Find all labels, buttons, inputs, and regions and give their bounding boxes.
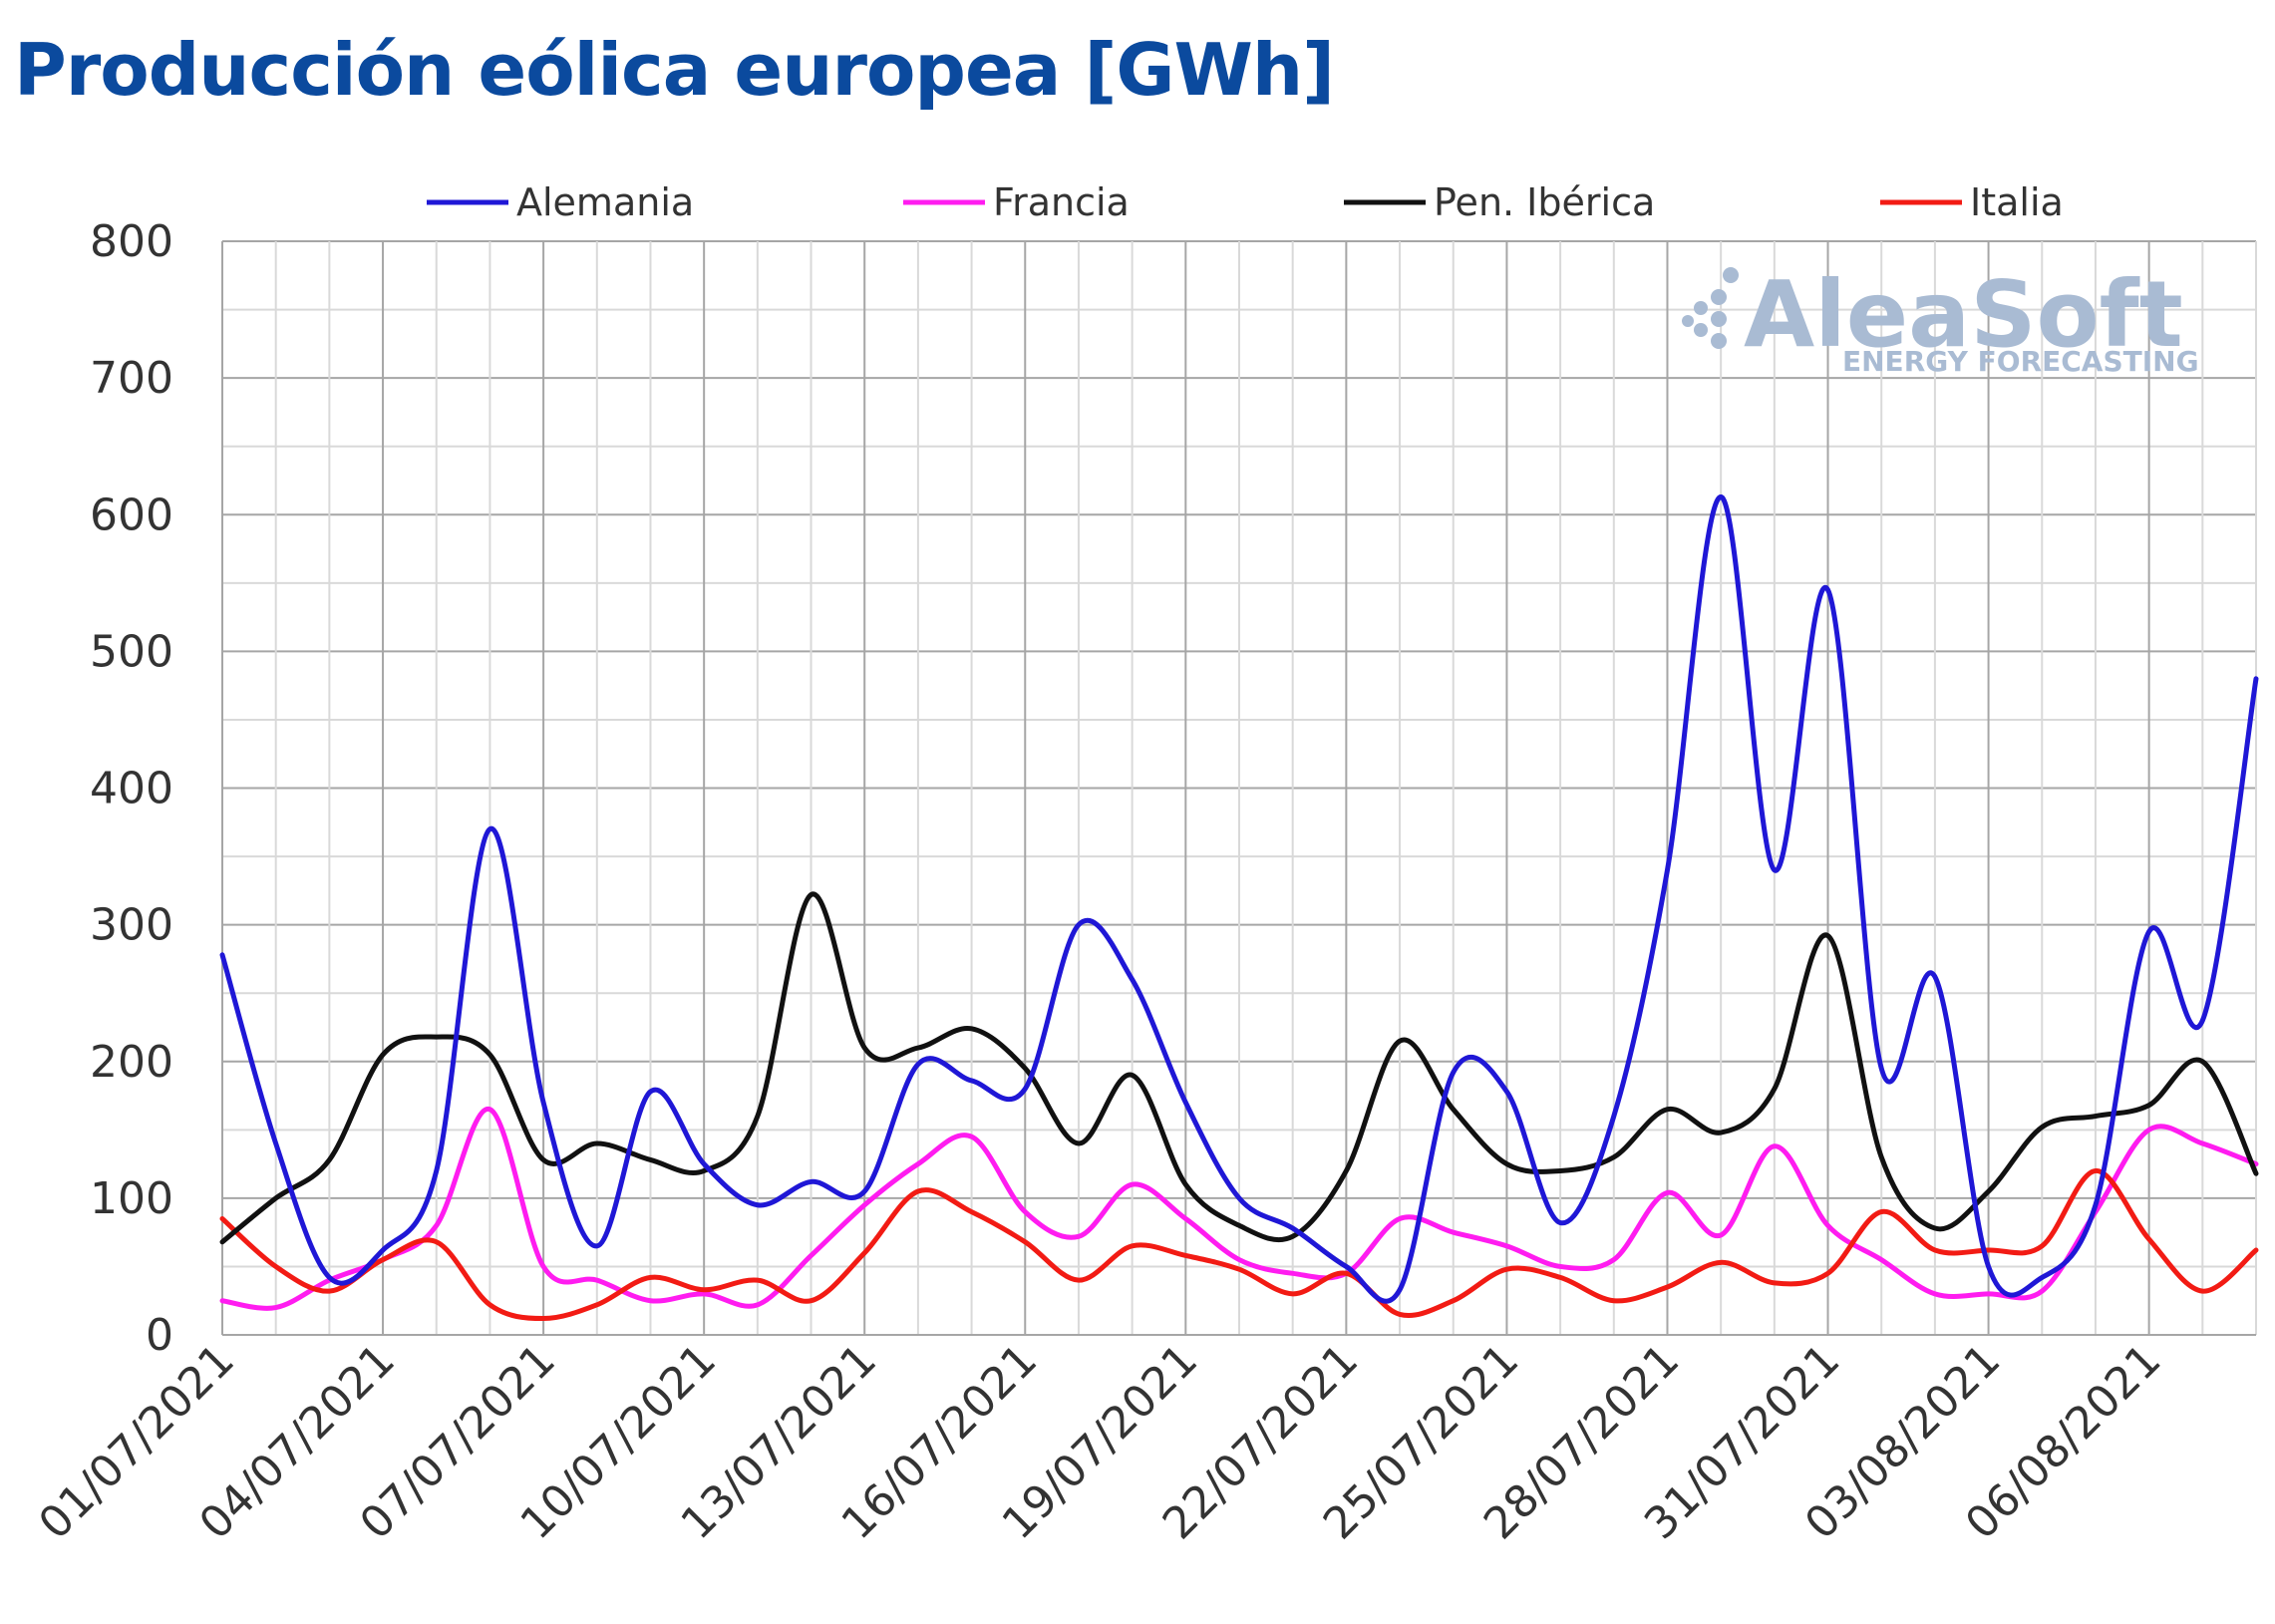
series-line-italia xyxy=(219,1167,2259,1322)
series-lines xyxy=(219,493,2259,1322)
axes: 010020030040050060070080001/07/202104/07… xyxy=(29,216,2256,1549)
watermark-brand: AleaSoft xyxy=(1744,261,2183,368)
legend-label: Pen. Ibérica xyxy=(1434,180,1655,224)
watermark-tagline: ENERGY FORECASTING xyxy=(1842,345,2199,378)
series-line-pen-ib-rica xyxy=(219,891,2259,1245)
legend-label: Alemania xyxy=(516,180,694,224)
y-tick-label: 400 xyxy=(90,764,173,814)
legend-item-alemania: Alemania xyxy=(427,180,694,224)
y-tick-label: 500 xyxy=(90,626,173,677)
y-tick-label: 0 xyxy=(146,1310,173,1361)
legend-label: Francia xyxy=(993,180,1130,224)
series-line-alemania xyxy=(219,493,2259,1304)
grid xyxy=(222,240,2257,1335)
y-tick-label: 300 xyxy=(90,900,173,951)
legend-label: Italia xyxy=(1970,180,2064,224)
legend-item-francia: Francia xyxy=(903,180,1130,224)
y-tick-label: 200 xyxy=(90,1037,173,1088)
series-line-francia xyxy=(219,1107,2259,1311)
aleasoft-logo-icon xyxy=(1682,267,1739,349)
y-tick-label: 700 xyxy=(90,353,173,404)
legend-item-pen-ib-rica: Pen. Ibérica xyxy=(1344,180,1655,224)
y-tick-label: 800 xyxy=(90,216,173,267)
chart-title: Producción eólica europea [GWh] xyxy=(14,28,1335,112)
y-tick-label: 100 xyxy=(90,1173,173,1224)
legend: Alemania Francia Pen. Ibérica Italia xyxy=(427,180,2064,224)
legend-item-italia: Italia xyxy=(1880,180,2064,224)
y-tick-label: 600 xyxy=(90,489,173,540)
watermark: AleaSoft ENERGY FORECASTING xyxy=(1682,261,2199,378)
